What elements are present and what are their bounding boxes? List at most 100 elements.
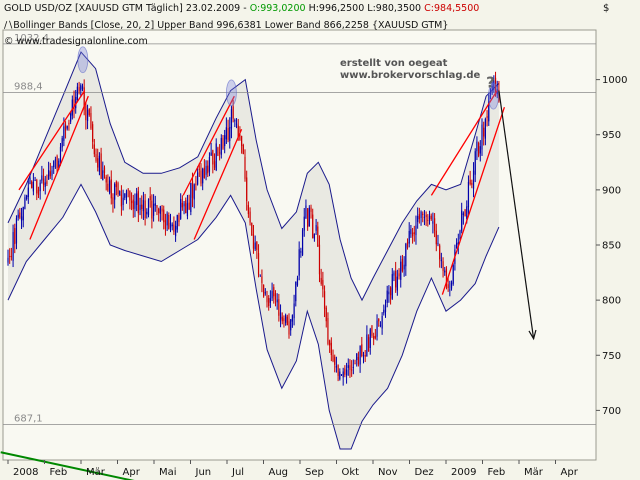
candle-body — [83, 87, 85, 109]
candle-body — [93, 144, 95, 155]
candle-body — [384, 306, 387, 312]
candle-body — [154, 203, 156, 206]
candle-body — [420, 211, 422, 218]
candle-body — [393, 272, 395, 276]
candle-body — [308, 207, 310, 227]
candle-body — [208, 157, 211, 172]
candle-body — [246, 177, 248, 201]
candle-body — [378, 318, 380, 322]
candle-body — [389, 287, 392, 296]
trendline-red — [441, 106, 506, 295]
candle-body — [296, 278, 299, 286]
candle-body — [229, 127, 231, 142]
candle-body — [298, 249, 300, 276]
candle-body — [291, 315, 293, 322]
x-tick-label: Nov — [378, 467, 398, 478]
candle-body — [144, 200, 146, 219]
candle-body — [263, 284, 265, 297]
trendline-red — [18, 90, 86, 191]
x-tick-label: Mär — [86, 467, 106, 478]
x-tick-label: Jun — [195, 467, 212, 478]
candle-body — [400, 261, 402, 280]
highlight-ellipse — [225, 79, 237, 107]
candle-body — [130, 200, 133, 204]
candle-body — [329, 340, 331, 346]
candle-body — [75, 96, 77, 109]
candle-body — [410, 229, 412, 235]
candle-body — [257, 253, 260, 275]
candle-body — [152, 203, 155, 216]
chart-header: GOLD USD/OZ [XAUUSD GTM Täglich] 23.02.2… — [4, 3, 479, 14]
candle-body — [427, 219, 429, 221]
trendline-red — [29, 95, 89, 240]
candle-body — [222, 138, 224, 149]
candle-body — [63, 126, 65, 141]
x-tick-label: Okt — [342, 467, 360, 478]
candle-body — [312, 214, 314, 239]
candle-body — [489, 91, 492, 94]
candle-body — [212, 150, 214, 165]
candle-body — [401, 258, 404, 272]
candle-body — [178, 215, 180, 222]
candle-body — [27, 187, 29, 198]
candle-body — [295, 281, 297, 302]
candle-body — [12, 232, 14, 261]
question-mark: ? — [486, 73, 495, 91]
candle-body — [449, 289, 451, 291]
candle-body — [44, 182, 46, 187]
candle-body — [174, 225, 177, 237]
candle-body — [252, 234, 255, 249]
candle-body — [71, 99, 73, 116]
candle-body — [219, 152, 221, 154]
candle-body — [422, 213, 424, 215]
candle-body — [442, 261, 444, 271]
candle-body — [17, 214, 19, 218]
candle-body — [103, 167, 106, 173]
candle-body — [224, 135, 226, 147]
candle-body — [469, 179, 471, 185]
candle-body — [176, 214, 178, 230]
x-tick-label: Jul — [231, 467, 244, 478]
candle-body — [266, 295, 268, 303]
x-tick-label: Aug — [269, 467, 289, 478]
candle-body — [239, 134, 241, 140]
highlight-ellipse — [77, 46, 89, 74]
level-label: 687,1 — [14, 414, 43, 425]
candle-body — [181, 202, 183, 208]
x-tick-label: Apr — [561, 467, 579, 478]
candle-body — [317, 226, 319, 247]
candle-body — [19, 212, 21, 218]
candle-body — [185, 200, 187, 214]
y-tick-label: 850 — [602, 241, 621, 252]
candle-body — [198, 168, 200, 170]
candle-body — [247, 205, 249, 215]
candle-body — [164, 220, 167, 229]
candle-body — [251, 222, 253, 236]
candle-body — [357, 356, 360, 365]
candle-body — [10, 255, 12, 258]
candle-body — [354, 363, 356, 365]
candle-body — [149, 196, 151, 201]
candle-body — [307, 208, 309, 228]
highlight-ellipse — [488, 82, 499, 110]
candle-body — [376, 320, 378, 337]
candle-body — [202, 168, 204, 184]
candle-body — [147, 199, 150, 215]
candle-body — [381, 316, 383, 329]
candle-body — [413, 232, 415, 235]
candle-body — [396, 276, 398, 291]
upper-bollinger-band — [7, 51, 500, 302]
candle-body — [213, 161, 216, 168]
trendline-green — [0, 451, 135, 480]
candle-body — [303, 216, 305, 231]
candle-body — [124, 193, 126, 198]
candle-body — [371, 325, 373, 336]
candle-body — [225, 127, 227, 140]
candle-body — [462, 213, 464, 215]
candle-body — [264, 292, 266, 294]
candle-body — [366, 334, 368, 357]
candle-body — [440, 259, 442, 262]
candle-body — [340, 374, 343, 376]
candle-body — [461, 210, 463, 231]
